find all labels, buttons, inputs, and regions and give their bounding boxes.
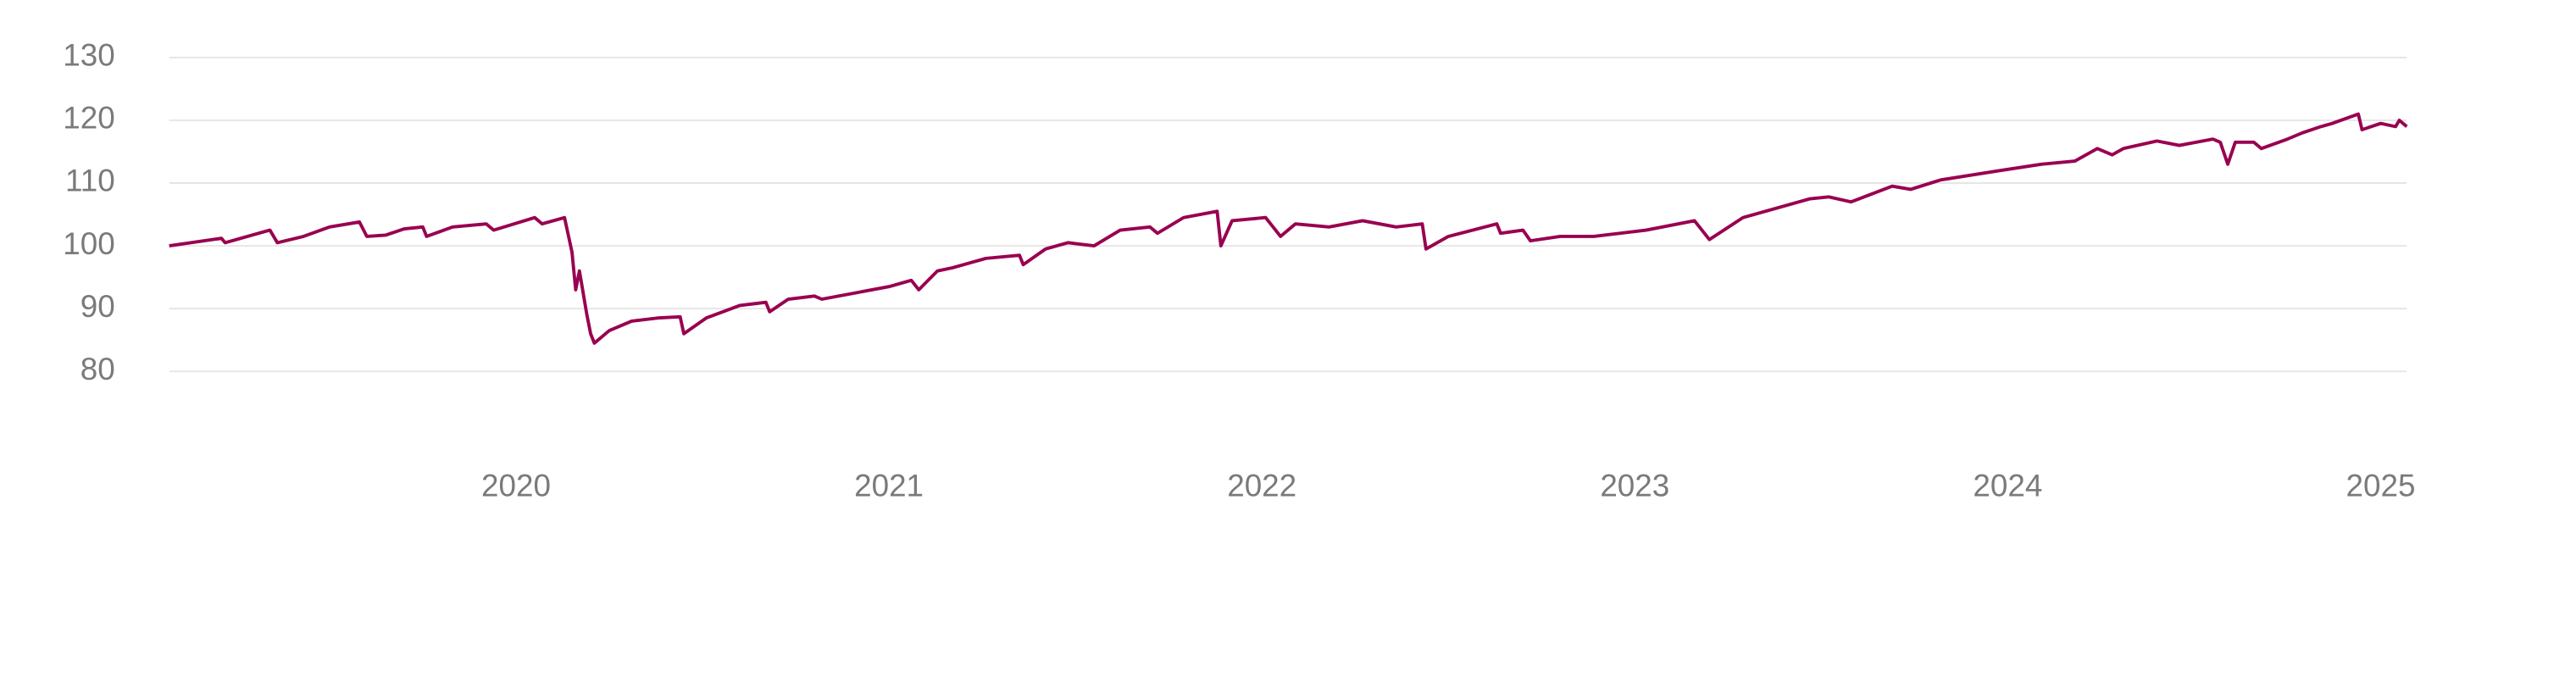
x-tick-label: 2025 <box>2346 469 2416 503</box>
y-tick-label: 130 <box>63 38 114 73</box>
x-tick-label: 2020 <box>481 469 551 503</box>
x-tick-label: 2022 <box>1227 469 1296 503</box>
data-line <box>169 112 2408 345</box>
y-tick-label: 90 <box>80 289 115 324</box>
x-tick-label: 2021 <box>854 469 924 503</box>
y-tick-label: 110 <box>65 164 115 198</box>
y-tick-label: 120 <box>63 101 114 136</box>
x-tick-label: 2024 <box>1973 469 2042 503</box>
y-tick-label: 100 <box>63 226 114 261</box>
x-tick-label: 2023 <box>1600 469 1669 503</box>
y-tick-label: 80 <box>80 352 115 386</box>
